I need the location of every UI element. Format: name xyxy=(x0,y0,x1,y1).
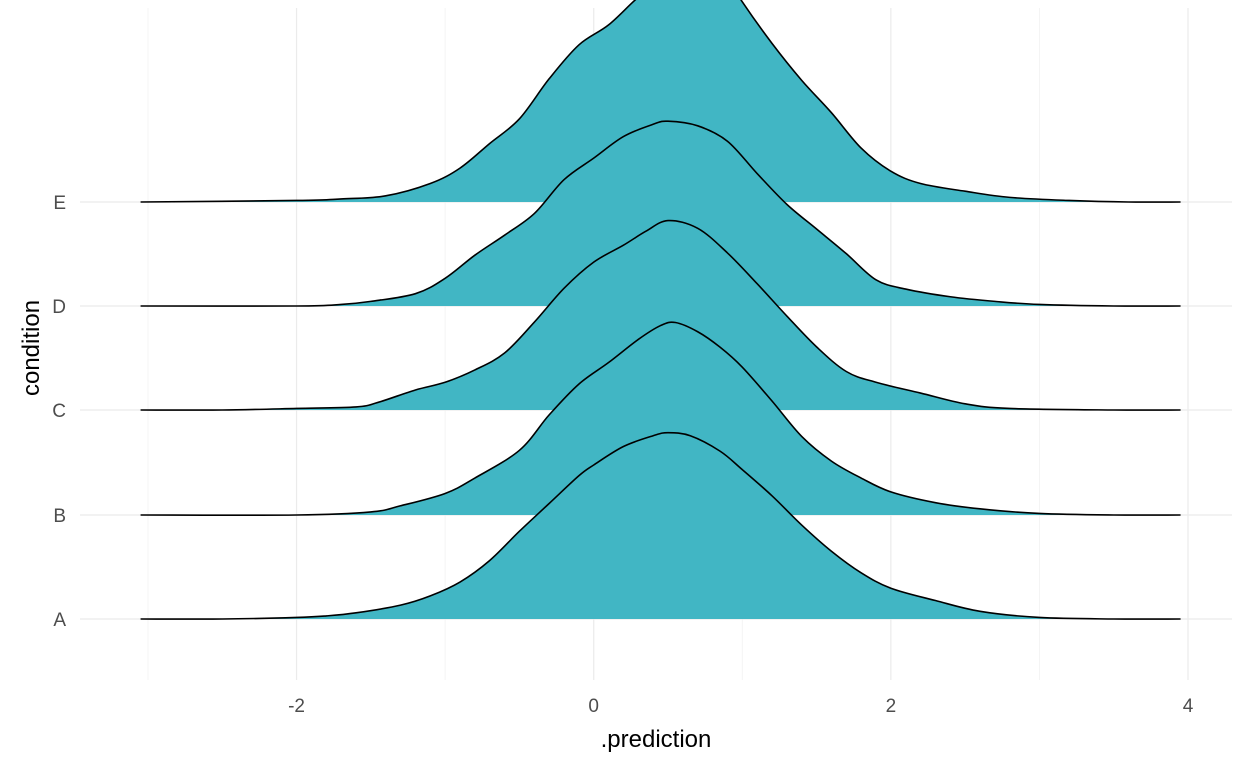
ridge-outline-C xyxy=(140,219,1181,411)
ridge-outline-E xyxy=(140,0,1181,203)
ridge-E xyxy=(140,0,1181,203)
ridge-C xyxy=(140,219,1181,411)
x-tick-label: -2 xyxy=(288,696,305,717)
y-tick-label: E xyxy=(53,193,66,214)
ridge-fill-B xyxy=(140,322,1181,516)
x-tick-label: 0 xyxy=(588,696,599,717)
ridge-fill-E xyxy=(140,0,1181,203)
ridge-fill-C xyxy=(140,220,1181,411)
ridge-fill-A xyxy=(140,432,1181,620)
ridge-D xyxy=(140,120,1181,307)
x-tick-label: 4 xyxy=(1183,696,1194,717)
ridges xyxy=(140,0,1181,620)
y-axis-title: condition xyxy=(18,300,45,396)
ridge-outline-D xyxy=(140,120,1181,307)
ridge-fill-D xyxy=(140,121,1181,307)
x-tick-label: 2 xyxy=(886,696,897,717)
axes: -2 0 2 4 A B C D E xyxy=(52,193,1193,717)
ridge-outline-B xyxy=(140,321,1181,517)
y-tick-label: B xyxy=(53,506,66,527)
y-tick-label: A xyxy=(53,610,66,631)
y-tick-label: C xyxy=(52,401,66,422)
ridge-A xyxy=(140,431,1181,620)
ridge-B xyxy=(140,321,1181,517)
ridge-outline-A xyxy=(140,431,1181,620)
y-tick-label: D xyxy=(52,297,66,318)
x-axis-title: .prediction xyxy=(601,726,712,753)
